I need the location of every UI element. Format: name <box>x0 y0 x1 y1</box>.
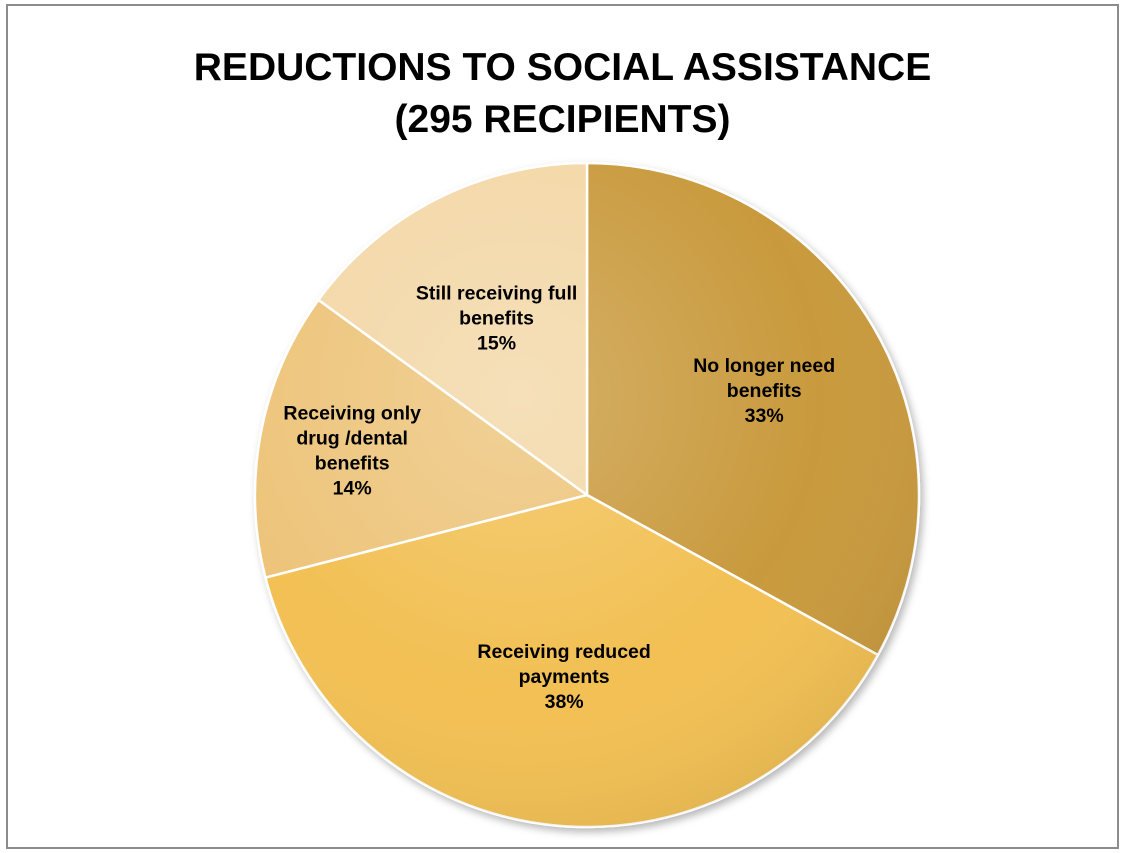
slice-label-2-line-2: payments <box>519 666 610 688</box>
chart-title-line-1: REDUCTIONS TO SOCIAL ASSISTANCE <box>193 46 932 89</box>
slice-label-3-line-3: benefits <box>315 453 390 475</box>
slice-label-3-line-1: Receiving only <box>283 403 421 425</box>
slice-label-4-line-2: benefits <box>459 308 534 330</box>
chart-title: REDUCTIONS TO SOCIAL ASSISTANCE (295 REC… <box>0 42 1125 147</box>
slice-label-4-line-1: Still receiving full <box>416 283 577 305</box>
slice-label-4: Still receiving full benefits 15% <box>416 283 577 355</box>
slice-label-2: Receiving reduced payments 38% <box>477 641 650 713</box>
slice-label-1-line-3: 33% <box>745 405 784 427</box>
slice-label-2-line-3: 38% <box>545 691 584 713</box>
slice-label-3: Receiving only drug /dental benefits 14% <box>283 403 421 500</box>
chart-title-line-2: (295 RECIPIENTS) <box>394 98 731 142</box>
slice-label-3-line-4: 14% <box>333 478 372 500</box>
slice-label-4-line-3: 15% <box>477 333 516 355</box>
slice-label-3-line-2: drug /dental <box>296 428 408 450</box>
slice-label-1-line-1: No longer need <box>693 355 835 377</box>
slice-label-2-line-1: Receiving reduced <box>477 641 650 663</box>
slice-label-1-line-2: benefits <box>727 380 802 402</box>
slice-label-1: No longer need benefits 33% <box>693 355 835 427</box>
